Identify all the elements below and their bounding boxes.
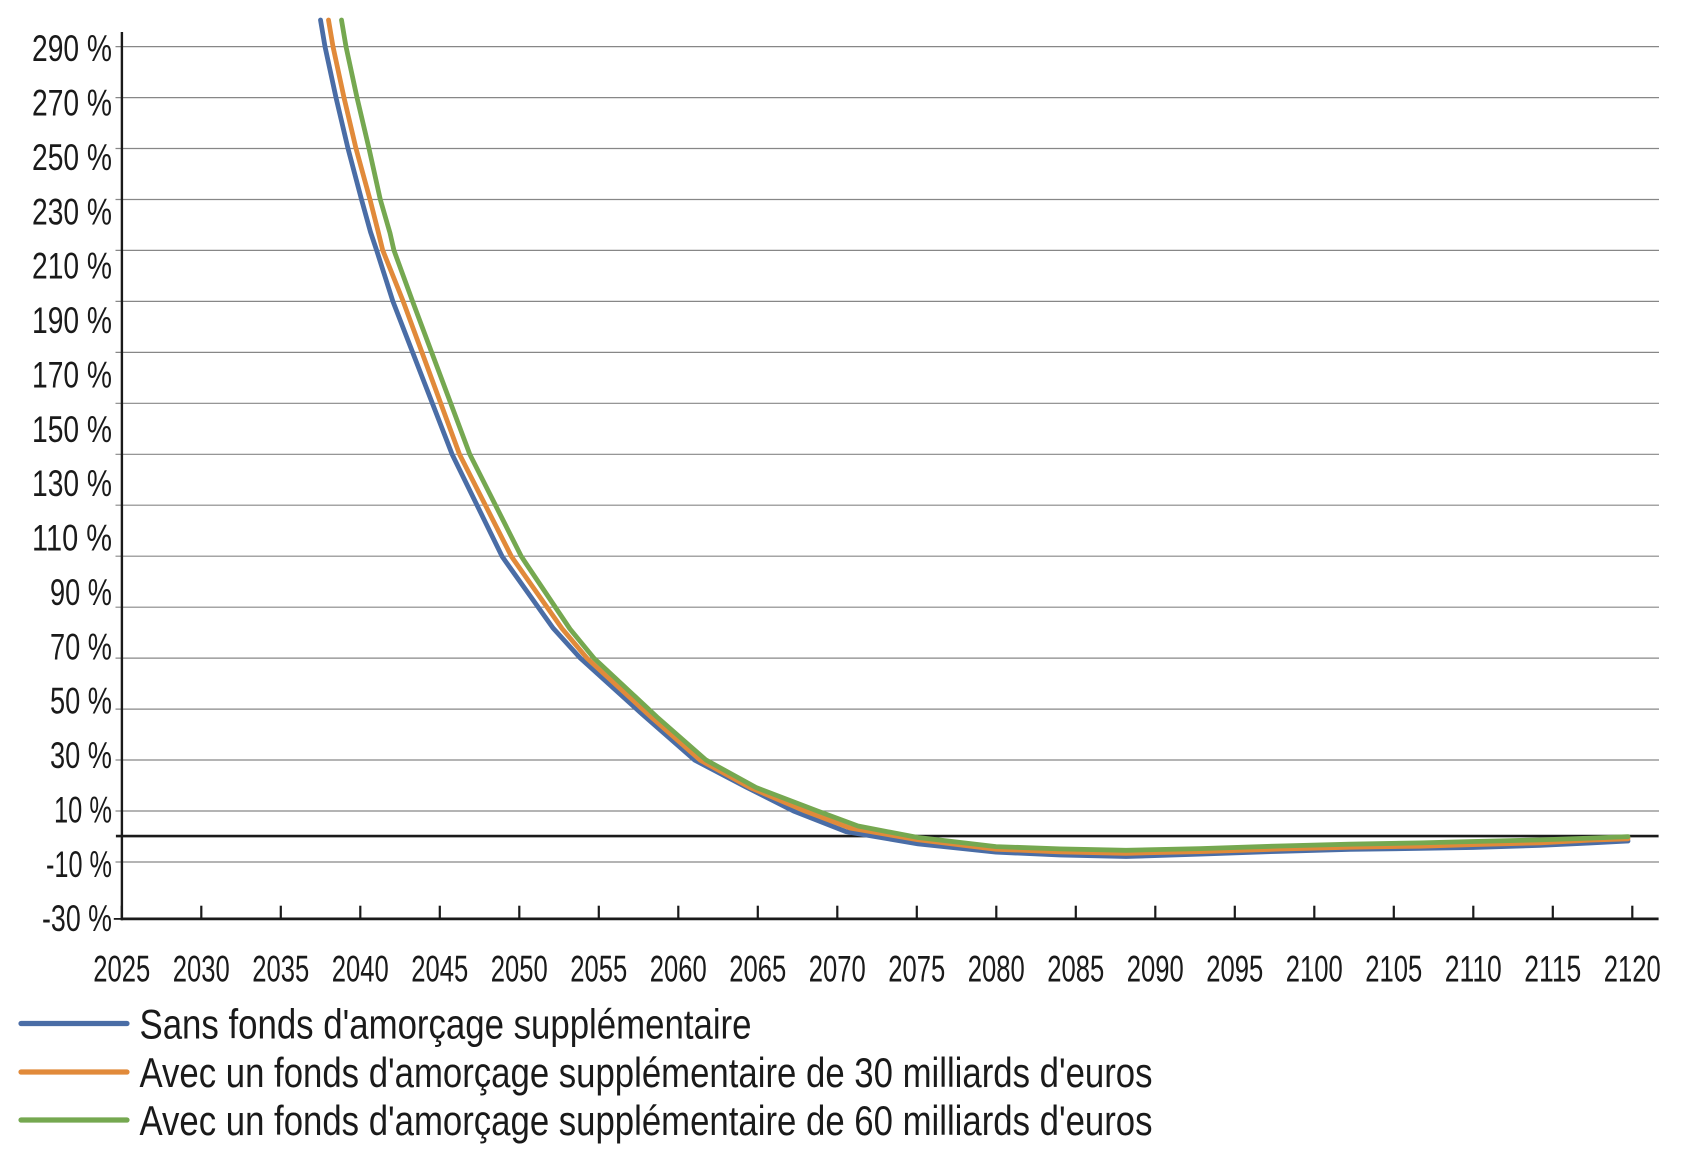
- svg-text:Avec un fonds d'amorçage suppl: Avec un fonds d'amorçage supplémentaire …: [140, 1049, 1153, 1096]
- svg-text:150 %: 150 %: [32, 408, 112, 450]
- svg-text:2055: 2055: [570, 948, 627, 990]
- svg-text:Sans fonds d'amorçage suppléme: Sans fonds d'amorçage supplémentaire: [140, 1001, 752, 1048]
- svg-text:2100: 2100: [1286, 948, 1343, 990]
- svg-text:90 %: 90 %: [50, 571, 112, 613]
- svg-text:2045: 2045: [411, 948, 468, 990]
- svg-text:290 %: 290 %: [32, 27, 112, 69]
- svg-text:250 %: 250 %: [32, 136, 112, 178]
- svg-text:2025: 2025: [93, 948, 150, 990]
- svg-text:10 %: 10 %: [54, 788, 112, 830]
- svg-text:2070: 2070: [809, 948, 866, 990]
- svg-text:-10 %: -10 %: [46, 843, 112, 885]
- svg-text:2035: 2035: [252, 948, 309, 990]
- svg-text:170 %: 170 %: [32, 353, 112, 395]
- svg-text:2120: 2120: [1604, 948, 1661, 990]
- svg-text:Avec un fonds d'amorçage suppl: Avec un fonds d'amorçage supplémentaire …: [140, 1097, 1153, 1144]
- svg-text:2105: 2105: [1365, 948, 1422, 990]
- svg-text:2090: 2090: [1127, 948, 1184, 990]
- svg-text:2085: 2085: [1047, 948, 1104, 990]
- svg-text:2060: 2060: [650, 948, 707, 990]
- svg-text:2030: 2030: [173, 948, 230, 990]
- svg-text:2095: 2095: [1206, 948, 1263, 990]
- svg-text:-30 %: -30 %: [42, 897, 112, 939]
- svg-text:230 %: 230 %: [32, 190, 112, 232]
- svg-text:30 %: 30 %: [50, 734, 112, 776]
- svg-text:210 %: 210 %: [32, 245, 112, 287]
- svg-text:190 %: 190 %: [32, 299, 112, 341]
- svg-text:2040: 2040: [332, 948, 389, 990]
- svg-text:2050: 2050: [491, 948, 548, 990]
- svg-text:130 %: 130 %: [32, 462, 112, 504]
- svg-text:70 %: 70 %: [50, 625, 112, 667]
- svg-text:110 %: 110 %: [32, 517, 112, 559]
- svg-text:270 %: 270 %: [32, 82, 112, 124]
- svg-text:50 %: 50 %: [50, 680, 112, 722]
- svg-text:2080: 2080: [968, 948, 1025, 990]
- svg-text:2065: 2065: [729, 948, 786, 990]
- svg-text:2115: 2115: [1524, 948, 1581, 990]
- svg-text:2110: 2110: [1445, 948, 1502, 990]
- svg-text:2075: 2075: [888, 948, 945, 990]
